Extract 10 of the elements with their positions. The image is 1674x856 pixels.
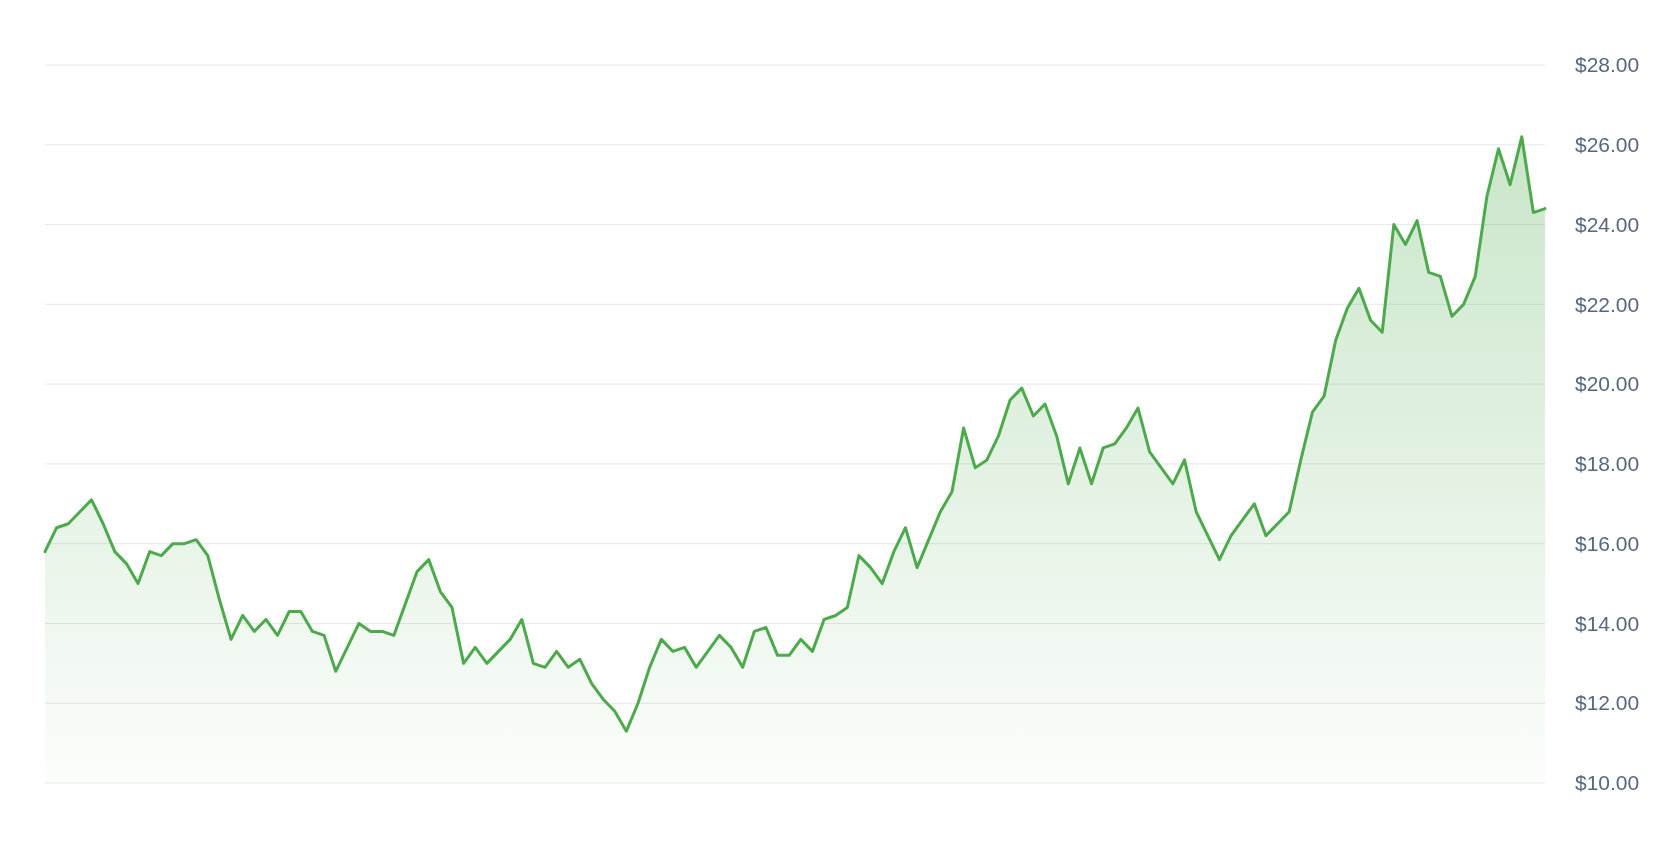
y-tick-label: $22.00 xyxy=(1575,292,1640,316)
y-tick-label: $18.00 xyxy=(1575,452,1640,476)
y-tick-label: $12.00 xyxy=(1575,691,1640,715)
y-tick-label: $16.00 xyxy=(1575,531,1640,555)
y-tick-label: $20.00 xyxy=(1575,372,1640,396)
y-tick-label: $26.00 xyxy=(1575,133,1640,156)
y-tick-label: $14.00 xyxy=(1575,611,1640,635)
y-tick-label: $28.00 xyxy=(1575,53,1640,77)
y-tick-label: $10.00 xyxy=(1575,771,1640,795)
y-tick-label: $24.00 xyxy=(1575,212,1640,236)
